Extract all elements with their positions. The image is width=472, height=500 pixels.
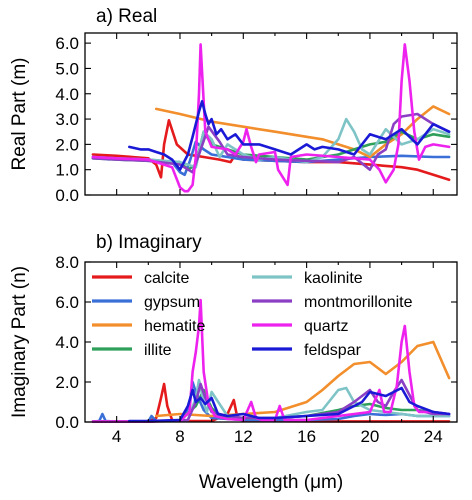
x-axis-label: Wavelength (μm) xyxy=(199,472,343,493)
y-tick-label: 4.0 xyxy=(55,85,79,104)
y-tick-label: 1.0 xyxy=(55,161,79,180)
y-tick-label: 6.0 xyxy=(55,293,79,312)
legend-label-illite: illite xyxy=(144,342,172,359)
x-tick-label: 16 xyxy=(297,427,316,446)
y-tick-label: 0.0 xyxy=(55,186,79,205)
imaginary-part-panel: b) Imaginary Imaginary Part (n) 4 8 12 16 20… xyxy=(9,232,458,493)
y-tick-label: 2.0 xyxy=(55,135,79,154)
legend-label-feldspar: feldspar xyxy=(304,342,362,359)
legend-label-gypsum: gypsum xyxy=(144,294,200,311)
y-tick-label: 4.0 xyxy=(55,333,79,352)
legend: calcite gypsum hematite illite kaolinite mont… xyxy=(92,270,413,359)
legend-label-hematite: hematite xyxy=(144,318,205,335)
real-part-panel: a) Real Real Part (m) 0.0 1.0 2.0 3.0 4.0 5.0… xyxy=(9,6,458,205)
panel-b-series-group xyxy=(91,298,451,423)
legend-label-kaolinite: kaolinite xyxy=(304,270,363,287)
panel-b-y-axis-label: Imaginary Part (n) xyxy=(9,266,30,418)
x-tick-label: 24 xyxy=(424,427,443,446)
series-line-hematite xyxy=(154,105,451,159)
panel-a-title: a) Real xyxy=(96,6,157,27)
x-tick-label: 20 xyxy=(360,427,379,446)
legend-label-quartz: quartz xyxy=(304,318,348,335)
panel-a-y-axis-label: Real Part (m) xyxy=(9,58,30,171)
series-line-feldspar xyxy=(128,100,451,171)
legend-label-calcite: calcite xyxy=(144,270,189,287)
legend-label-montmorillonite: montmorillonite xyxy=(304,294,413,311)
y-tick-label: 0.0 xyxy=(55,413,79,432)
y-tick-label: 2.0 xyxy=(55,373,79,392)
y-tick-label: 6.0 xyxy=(55,34,79,53)
panel-b-title: b) Imaginary xyxy=(96,232,202,253)
x-tick-label: 4 xyxy=(112,427,121,446)
x-tick-label: 12 xyxy=(234,427,253,446)
panel-a-series-group xyxy=(91,43,451,193)
series-line-quartz xyxy=(91,43,451,193)
y-tick-label: 8.0 xyxy=(55,253,79,272)
series-line-quartz xyxy=(91,298,451,423)
y-tick-label: 5.0 xyxy=(55,59,79,78)
x-tick-label: 8 xyxy=(175,427,184,446)
panel-a-plot-frame xyxy=(84,32,458,196)
y-tick-label: 3.0 xyxy=(55,110,79,129)
series-line-feldspar xyxy=(128,386,451,423)
